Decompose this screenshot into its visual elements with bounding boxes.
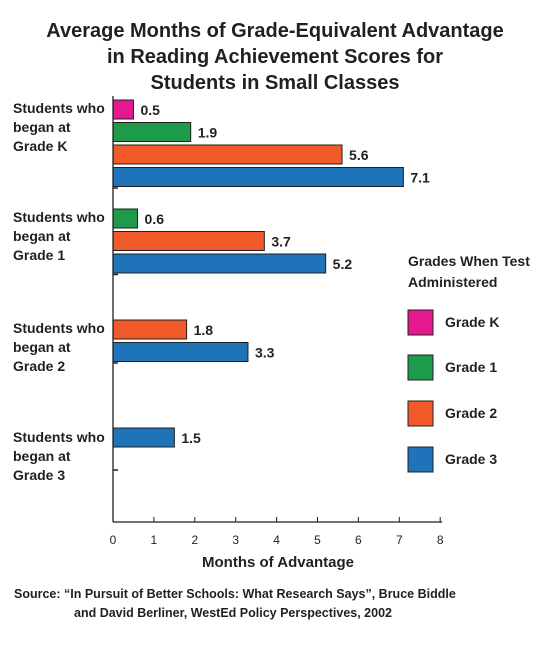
value-label: 0.5	[140, 102, 160, 118]
bar	[112, 144, 343, 165]
bar	[112, 167, 404, 187]
bar	[112, 122, 192, 142]
x-tick-label: 0	[110, 533, 117, 547]
value-label: 0.6	[145, 211, 165, 227]
group-label: began at	[13, 448, 71, 464]
legend-swatch	[407, 446, 434, 473]
chart-title-line-2: in Reading Achievement Scores for	[106, 46, 443, 68]
bar	[112, 208, 139, 229]
group-label: Grade 2	[13, 358, 65, 374]
chart-title: Average Months of Grade-Equivalent Advan…	[0, 18, 550, 96]
bar	[112, 427, 175, 448]
group-label: Students who	[13, 320, 105, 336]
legend-label: Grade 1	[445, 359, 497, 375]
group-label: Students who	[13, 209, 105, 225]
x-axis-title: Months of Advantage	[202, 554, 354, 571]
bar	[112, 99, 134, 120]
legend-title: Grades When Test	[408, 253, 530, 269]
value-label: 1.9	[198, 125, 218, 141]
source-line-2: and David Berliner, WestEd Policy Perspe…	[74, 606, 392, 620]
x-tick-label: 8	[437, 533, 444, 547]
legend-label: Grade 2	[445, 405, 497, 421]
group-label: Grade 3	[13, 467, 65, 483]
legend-label: Grade 3	[445, 451, 497, 467]
value-label: 1.8	[194, 322, 214, 338]
legend-title: Administered	[408, 274, 497, 290]
group-label: Grade 1	[13, 247, 65, 263]
x-tick-label: 6	[355, 533, 362, 547]
group-label: began at	[13, 339, 71, 355]
group-label: Students who	[13, 429, 105, 445]
group-label: began at	[13, 119, 71, 135]
x-tick-label: 1	[151, 533, 158, 547]
legend-swatch	[407, 354, 434, 381]
group-label: Grade K	[13, 138, 67, 154]
chart-title-line-1: Average Months of Grade-Equivalent Advan…	[46, 20, 504, 42]
value-label: 3.3	[255, 345, 275, 361]
legend-swatch	[407, 400, 434, 427]
x-tick-label: 5	[314, 533, 321, 547]
bar	[112, 342, 249, 362]
source-note: Source: “In Pursuit of Better Schools: W…	[14, 585, 456, 623]
value-label: 3.7	[271, 234, 291, 250]
value-label: 5.2	[333, 256, 353, 272]
group-label: Students who	[13, 100, 105, 116]
group-label: began at	[13, 228, 71, 244]
x-tick-label: 3	[232, 533, 239, 547]
bar	[112, 319, 188, 340]
value-label: 1.5	[181, 430, 201, 446]
legend-swatch	[407, 309, 434, 336]
bar	[112, 253, 327, 274]
x-tick-label: 2	[191, 533, 198, 547]
chart-title-line-3: Students in Small Classes	[150, 72, 400, 94]
x-tick-label: 4	[273, 533, 280, 547]
value-label: 5.6	[349, 147, 369, 163]
x-tick-label: 7	[396, 533, 403, 547]
bar	[112, 231, 265, 251]
value-label: 7.1	[410, 170, 430, 186]
source-line-1: Source: “In Pursuit of Better Schools: W…	[14, 587, 456, 601]
legend-label: Grade K	[445, 314, 499, 330]
